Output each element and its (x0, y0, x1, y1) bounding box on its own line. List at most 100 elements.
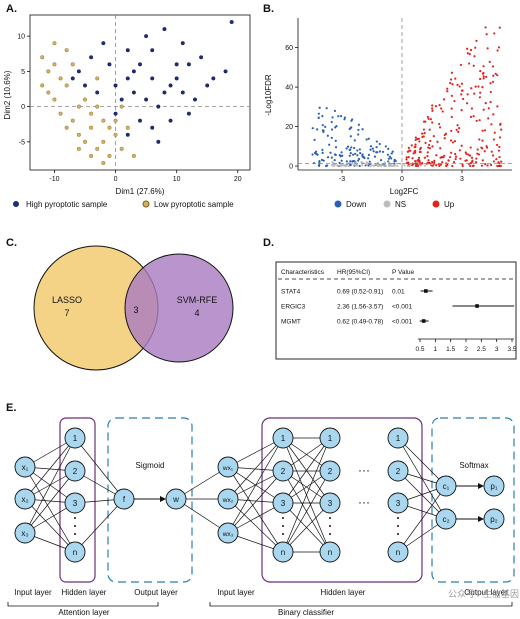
forest-estimate (421, 319, 426, 323)
down-gene-point (349, 126, 352, 129)
classifier-hidden-node-label: 2 (328, 467, 333, 476)
high-sample-point (113, 111, 118, 116)
low-sample-point (82, 139, 87, 144)
up-gene-point (459, 63, 463, 67)
up-gene-point (473, 92, 476, 95)
up-gene-point (431, 121, 434, 124)
down-gene-point (375, 151, 378, 154)
up-gene-point (466, 52, 469, 55)
up-gene-point (451, 164, 454, 168)
down-gene-point (352, 153, 355, 156)
down-gene-point (321, 115, 324, 118)
classifier-input-layer-label: Input layer (217, 588, 255, 597)
up-gene-point (469, 48, 473, 52)
legend-ns-marker (383, 200, 391, 208)
up-gene-point (414, 136, 417, 139)
up-gene-point (471, 160, 474, 163)
network-edge (74, 437, 125, 500)
attention-hidden-node-label: 1 (73, 434, 78, 443)
up-gene-point (413, 150, 416, 153)
attention-input-node (14, 456, 36, 478)
high-sample-point (150, 76, 155, 81)
low-sample-point (107, 153, 112, 158)
classifier-hidden-node (272, 460, 294, 482)
down-gene-point (357, 128, 360, 132)
low-sample-point (40, 55, 45, 60)
high-sample-point (137, 118, 142, 123)
up-gene-point (461, 89, 464, 92)
classifier-hidden-box (261, 417, 423, 583)
p-node (483, 475, 505, 497)
up-gene-point (418, 150, 421, 154)
up-gene-point (439, 147, 442, 150)
pca-ytick-label: 10 (17, 34, 25, 41)
low-sample-point (40, 83, 45, 88)
up-gene-point (482, 65, 485, 68)
network-edge (282, 502, 331, 553)
up-gene-point (414, 143, 417, 146)
up-gene-point (474, 85, 477, 88)
up-gene-point (482, 108, 485, 111)
w-node-label: w (172, 495, 179, 504)
classifier-hidden-node (319, 541, 341, 563)
vertical-ellipsis-dot (282, 525, 284, 527)
vertical-ellipsis-dot (329, 517, 331, 519)
up-gene-point (446, 87, 449, 90)
up-gene-point (426, 155, 429, 158)
attention-hidden-node (64, 541, 86, 563)
volcano-plot: -3 0 3 60 40 20 0 Log2FC -Log10FDR Down NS Up (264, 18, 512, 209)
ns-gene-point (353, 163, 356, 166)
wx-input-node-label: wx₁ (222, 465, 234, 472)
up-gene-point (431, 107, 434, 110)
down-gene-point (369, 148, 372, 151)
down-gene-point (334, 153, 337, 156)
network-edge (397, 485, 447, 553)
down-gene-point (390, 152, 393, 155)
down-gene-point (326, 156, 330, 159)
up-gene-point (481, 139, 484, 142)
up-gene-point (497, 164, 500, 168)
ns-gene-point (361, 164, 364, 167)
vertical-ellipsis-dot (397, 533, 399, 535)
up-gene-point (494, 72, 497, 75)
up-gene-point (465, 152, 468, 155)
up-gene-point (431, 104, 434, 107)
up-gene-point (472, 64, 475, 67)
attention-input-layer-label: Input layer (14, 588, 52, 597)
up-gene-point (429, 118, 432, 121)
classifier-hidden-node (387, 460, 409, 482)
up-gene-point (497, 46, 501, 49)
network-edge (282, 470, 331, 553)
up-gene-point (480, 164, 484, 167)
ns-gene-point (351, 162, 354, 165)
up-gene-point (475, 157, 478, 160)
up-gene-point (493, 131, 496, 134)
down-gene-point (321, 151, 324, 155)
down-gene-point (348, 148, 351, 152)
classifier-hidden-node-label: n (328, 548, 332, 557)
up-gene-point (453, 140, 457, 143)
up-gene-point (450, 78, 453, 81)
up-gene-point (429, 139, 432, 143)
high-sample-point (82, 83, 87, 88)
down-gene-point (322, 159, 325, 162)
low-sample-point (95, 146, 100, 151)
c-node (435, 475, 457, 497)
down-gene-point (330, 120, 333, 124)
down-gene-point (321, 124, 324, 127)
network-edge (397, 470, 447, 520)
pca-ytick-label: 5 (21, 69, 25, 76)
down-gene-point (322, 130, 325, 133)
up-gene-point (449, 139, 453, 142)
pca-ylabel: Dim2 (10.6%) (3, 70, 12, 119)
high-sample-point (229, 20, 234, 25)
up-gene-point (460, 144, 463, 147)
down-gene-point (354, 152, 357, 155)
network-edge (227, 498, 284, 553)
down-gene-point (363, 156, 366, 160)
forest-xtick-label: 2 (464, 346, 468, 353)
pca-xtick-label: 20 (234, 176, 242, 183)
down-gene-point (333, 109, 337, 113)
up-gene-point (484, 102, 487, 105)
high-sample-point (174, 76, 179, 81)
